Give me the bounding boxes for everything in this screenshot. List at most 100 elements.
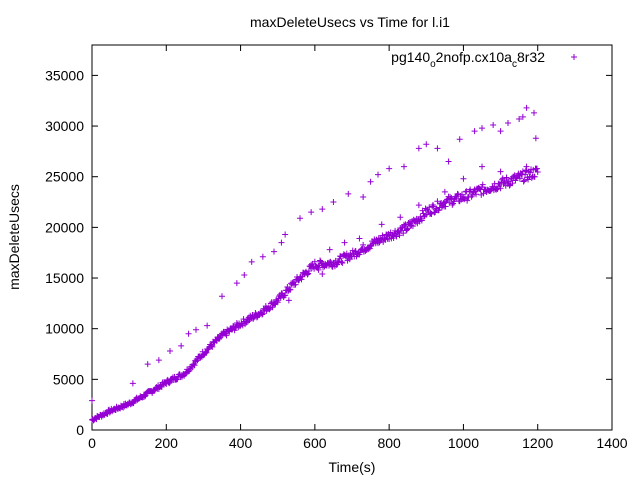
data-point <box>271 301 277 308</box>
data-point-outlier <box>497 128 504 135</box>
x-axis-label: Time(s) <box>329 459 376 475</box>
data-point-outlier <box>178 342 185 349</box>
data-point <box>274 299 281 306</box>
data-point <box>166 380 173 387</box>
data-point-outlier <box>144 361 151 368</box>
data-point <box>396 232 403 239</box>
data-point <box>298 276 305 283</box>
data-point <box>439 202 446 209</box>
data-point <box>473 191 480 198</box>
data-point-outlier <box>248 258 255 265</box>
data-point <box>520 178 527 185</box>
data-point <box>400 230 407 237</box>
data-point-outlier <box>271 248 277 255</box>
data-point-outlier <box>341 239 348 246</box>
data-point <box>194 357 201 364</box>
data-point <box>305 268 312 275</box>
x-tick-label: 600 <box>303 435 327 451</box>
data-point <box>404 225 411 232</box>
series-points <box>89 104 541 424</box>
y-tick-label: 25000 <box>45 169 84 185</box>
data-point-outlier <box>471 128 478 135</box>
data-point-outlier <box>523 104 530 111</box>
data-point-outlier <box>308 209 315 216</box>
data-point <box>360 241 367 248</box>
legend-label-subscript: c <box>512 59 517 70</box>
data-point <box>521 177 528 184</box>
data-point <box>479 181 486 188</box>
data-point <box>497 185 504 192</box>
data-point-outlier <box>326 246 333 253</box>
data-point <box>203 349 210 356</box>
x-tick-label: 800 <box>377 435 401 451</box>
data-point-outlier <box>415 145 422 152</box>
data-point-outlier <box>155 357 162 364</box>
data-point-outlier <box>531 109 537 116</box>
data-point-outlier <box>490 122 497 129</box>
data-point <box>375 240 381 247</box>
legend-label-subscript: o <box>430 59 436 70</box>
data-point <box>223 332 230 339</box>
data-point-outlier <box>456 136 463 143</box>
data-point <box>493 186 500 193</box>
data-point-outlier <box>278 239 285 246</box>
y-tick-label: 5000 <box>53 371 84 387</box>
data-point <box>512 177 519 184</box>
data-point-outlier <box>193 326 199 333</box>
data-point <box>172 376 179 383</box>
legend-label-part: 2nofp.cx10a <box>436 49 512 65</box>
legend-marker-symbol <box>571 54 577 60</box>
data-point-outlier <box>282 231 289 238</box>
legend-label-part: 8r32 <box>517 49 545 65</box>
x-tick-label: 200 <box>155 435 179 451</box>
data-point <box>327 258 334 265</box>
y-tick-label: 0 <box>76 422 84 438</box>
data-point <box>464 197 471 204</box>
data-point-outlier <box>367 178 374 185</box>
x-tick-label: 1400 <box>596 435 627 451</box>
data-point <box>418 217 425 224</box>
y-axis: 0 5000 10000 15000 20000 25000 30000 35000 <box>45 67 612 438</box>
data-point-outlier <box>386 165 393 172</box>
data-point-outlier <box>204 322 211 329</box>
data-point-outlier <box>167 347 173 354</box>
data-point <box>522 171 529 178</box>
legend-label-part: pg140 <box>391 49 430 65</box>
data-point <box>259 310 266 317</box>
data-point-outlier <box>497 168 504 175</box>
data-point <box>426 204 433 211</box>
data-point <box>311 258 318 265</box>
data-point <box>503 174 510 181</box>
y-tick-label: 30000 <box>45 118 84 134</box>
x-tick-label: 1200 <box>522 435 553 451</box>
data-point <box>201 350 208 357</box>
legend-label: pg140o2nofp.cx10ac8r32 <box>391 49 545 70</box>
data-point <box>120 404 127 411</box>
data-point-outlier <box>185 330 192 337</box>
data-point-outlier <box>319 270 326 277</box>
y-tick-label: 20000 <box>45 219 84 235</box>
data-point <box>525 176 532 183</box>
data-point <box>531 173 538 180</box>
data-point <box>292 281 299 288</box>
data-point-outlier <box>360 193 367 200</box>
data-point <box>339 260 346 266</box>
data-point <box>216 336 223 343</box>
data-point-outlier <box>245 316 251 323</box>
y-axis-label: maxDeleteUsecs <box>6 184 22 290</box>
data-point <box>213 337 220 344</box>
data-point <box>387 229 394 236</box>
data-point <box>167 379 173 386</box>
data-point <box>442 203 449 210</box>
data-point <box>509 180 516 187</box>
legend: pg140o2nofp.cx10ac8r32 <box>391 49 577 70</box>
data-point-outlier <box>516 115 523 122</box>
data-point <box>516 175 523 182</box>
data-point-outlier <box>319 206 326 213</box>
data-point <box>421 212 428 219</box>
data-point-outlier <box>423 141 430 148</box>
data-point-outlier <box>445 158 452 165</box>
data-point-outlier <box>479 163 485 170</box>
data-point-outlier <box>219 293 225 300</box>
data-point <box>184 368 191 375</box>
